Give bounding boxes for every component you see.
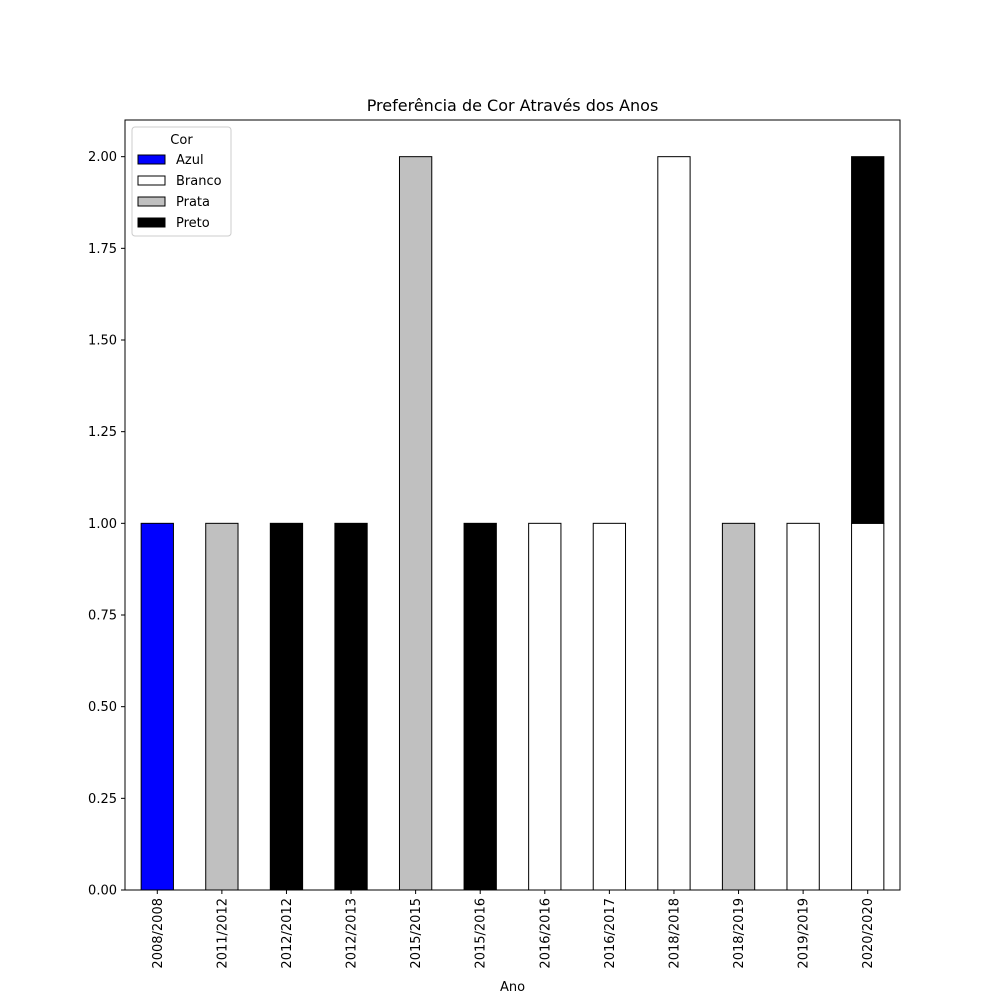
- x-tick-label: 2015/2015: [409, 898, 424, 969]
- bar-preto-5: [463, 522, 497, 891]
- x-tick-label: 2019/2019: [797, 898, 812, 969]
- x-tick-label: 2018/2019: [732, 898, 747, 969]
- chart-title: Preferência de Cor Através dos Anos: [367, 96, 659, 115]
- plot-background: [125, 120, 900, 890]
- bar-branco-11: [851, 522, 885, 891]
- legend-label-azul: Azul: [176, 153, 204, 168]
- legend-box: [131, 126, 232, 237]
- x-tick-label: 2008/2008: [151, 898, 166, 969]
- bar-branco-10: [786, 522, 820, 891]
- x-axis: 2008/2008 2011/2012 2012/2012 2012/2013 2015…: [151, 890, 876, 969]
- bar-prata-9: [721, 522, 756, 891]
- bar-prata-1: [205, 522, 239, 891]
- legend-label-prata: Prata: [176, 195, 210, 210]
- y-tick-label: 1.00: [88, 517, 117, 532]
- bar-preto-2: [269, 522, 304, 891]
- x-tick-label: 2011/2012: [215, 898, 230, 969]
- x-tick-label: 2016/2017: [603, 898, 618, 969]
- bar-branco-7: [592, 522, 627, 891]
- x-tick-label: 2016/2016: [538, 898, 553, 969]
- x-tick-label: 2012/2013: [345, 898, 360, 969]
- legend: Cor Azul Branco Prata Preto: [131, 126, 232, 237]
- y-tick-label: 1.75: [88, 242, 117, 257]
- x-tick-label: 2020/2020: [861, 898, 876, 969]
- y-tick-label: 0.25: [88, 792, 117, 807]
- y-axis: 0.00 0.25 0.50 0.75 1.00 1.25 1.50 1.75 2.00: [88, 150, 125, 899]
- axes-frame: [124, 119, 901, 891]
- legend-swatch-prata: [137, 196, 166, 207]
- bar-branco-6: [528, 522, 562, 891]
- legend-label-branco: Branco: [176, 174, 222, 189]
- x-tick-label: 2018/2018: [667, 898, 682, 969]
- x-tick-label: 2015/2016: [474, 898, 489, 969]
- x-axis-label: Ano: [500, 980, 525, 995]
- bar-branco-8: [657, 156, 691, 891]
- legend-title: Cor: [170, 133, 193, 148]
- bars-group: [140, 156, 885, 891]
- bar-preto-3: [334, 522, 368, 891]
- legend-swatch-branco: [137, 175, 166, 186]
- bar-prata-4: [398, 156, 433, 891]
- bar-preto-11: [851, 156, 885, 524]
- legend-swatch-azul: [137, 154, 166, 165]
- y-tick-label: 0.50: [88, 700, 117, 715]
- plot-area: [125, 120, 900, 890]
- y-tick-label: 0.00: [88, 884, 117, 899]
- bar-azul-0: [140, 522, 174, 891]
- y-tick-label: 1.25: [88, 425, 117, 440]
- x-tick-label: 2012/2012: [280, 898, 295, 969]
- y-tick-label: 0.75: [88, 609, 117, 624]
- y-tick-label: 2.00: [88, 150, 117, 165]
- legend-swatch-preto: [137, 217, 166, 228]
- plot-frame: [124, 119, 901, 891]
- y-tick-label: 1.50: [88, 334, 117, 349]
- legend-label-preto: Preto: [176, 216, 210, 231]
